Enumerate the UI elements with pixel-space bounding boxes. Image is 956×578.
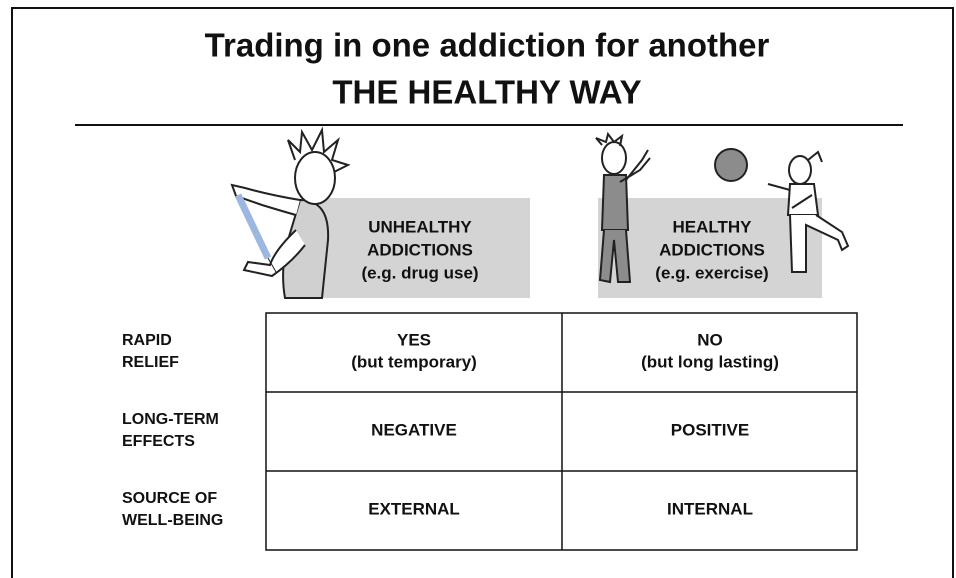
frame [11, 7, 954, 578]
row-label: EFFECTS [122, 433, 195, 450]
exercise-illustration [595, 131, 850, 284]
table-cell: EXTERNAL [368, 499, 460, 518]
subtitle: THE HEALTHY WAY [332, 74, 641, 111]
healthy-box [598, 198, 822, 298]
table-cell: NO [697, 330, 723, 349]
table-cell: YES [397, 330, 431, 349]
column-header: (e.g. exercise) [655, 263, 768, 282]
drug-user-illustration [230, 126, 351, 299]
table-grid [265, 312, 858, 551]
row-label: SOURCE OF [122, 490, 217, 507]
column-header: UNHEALTHY [368, 217, 472, 236]
title: Trading in one addiction for another [205, 27, 770, 64]
unhealthy-box [320, 198, 530, 298]
row-label: LONG-TERM [122, 411, 219, 428]
row-label: WELL-BEING [122, 512, 223, 529]
row-label: RELIEF [122, 354, 179, 371]
table-cell: NEGATIVE [371, 420, 457, 439]
column-header: HEALTHY [672, 217, 752, 236]
column-header: (e.g. drug use) [361, 263, 478, 282]
table-cell: INTERNAL [667, 499, 753, 518]
table-cell: (but long lasting) [641, 352, 779, 371]
column-header: ADDICTIONS [659, 240, 765, 259]
row-label: RAPID [122, 332, 172, 349]
column-header: ADDICTIONS [367, 240, 473, 259]
table-cell: POSITIVE [671, 420, 749, 439]
table-cell: (but temporary) [351, 352, 477, 371]
